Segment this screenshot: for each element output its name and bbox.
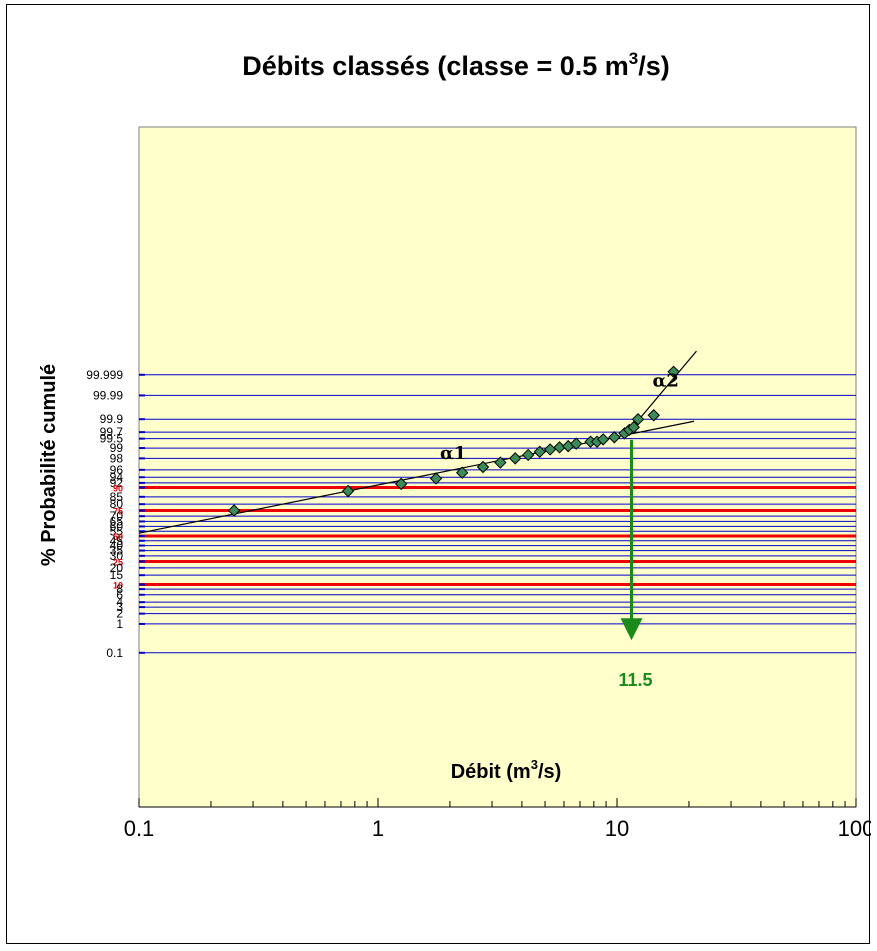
- y-tick-label: 98: [110, 451, 124, 465]
- y-tick-label: 0.1: [106, 646, 123, 660]
- y-tick-label: 90: [113, 484, 123, 494]
- y-tick-label: 40: [110, 539, 124, 553]
- y-tick-label: 96: [110, 463, 124, 477]
- fit-line-labels: α1 α2: [440, 371, 679, 464]
- data-point: [494, 456, 507, 469]
- y-tick-label: 60: [110, 519, 124, 533]
- chart-frame: Débits classés (classe = 0.5 m3/s) 11.5 …: [6, 4, 871, 944]
- data-point: [627, 420, 640, 434]
- y-tick-label: 45: [110, 534, 124, 548]
- y-tick-label: 2: [116, 607, 123, 621]
- x-axis-ticks: [138, 798, 857, 808]
- y-tick-label: 99.7: [100, 425, 124, 439]
- y-tick-label: 15: [110, 568, 124, 582]
- y-axis-title: % Probabilité cumulé: [38, 364, 60, 566]
- data-point: [341, 484, 355, 498]
- data-point: [608, 431, 621, 444]
- y-tick-label: 30: [110, 549, 124, 563]
- data-point: [227, 504, 241, 517]
- y-tick-label: 99: [110, 441, 124, 455]
- y-tick-label: 8: [116, 582, 123, 596]
- data-point: [667, 365, 680, 379]
- flow-annotation: 11.5: [618, 439, 653, 690]
- x-tick-label: 100: [838, 816, 871, 841]
- y-tick-label: 99.9: [100, 412, 124, 426]
- data-point: [476, 460, 490, 474]
- data-point: [631, 412, 645, 426]
- fit-line-label: α1: [440, 443, 466, 464]
- y-tick-label: 94: [110, 470, 124, 484]
- y-tick-label: 80: [110, 497, 124, 511]
- y-tick-label: 65: [110, 514, 124, 528]
- y-tick-label: 25: [113, 557, 123, 567]
- data-point: [429, 472, 443, 485]
- data-points: [227, 365, 680, 517]
- arrow-label: 11.5: [618, 670, 652, 690]
- y-tick-label: 50: [113, 532, 123, 542]
- x-tick-label: 1: [372, 816, 384, 841]
- plot-area: [138, 126, 857, 808]
- y-tick-label: 99.999: [86, 368, 123, 382]
- x-tick-labels: 0.1 1 10 100: [124, 816, 871, 841]
- y-tick-label: 99.99: [93, 388, 123, 402]
- chart-title: Débits classés (classe = 0.5 m3/s): [242, 49, 670, 81]
- y-tick-label: 75: [113, 507, 123, 517]
- data-point: [394, 477, 408, 491]
- x-tick-label: 0.1: [124, 816, 155, 841]
- y-tick-label: 70: [110, 509, 124, 523]
- y-tick-label: 99.5: [100, 432, 124, 446]
- data-point: [521, 448, 535, 462]
- data-point: [533, 445, 546, 459]
- data-point: [455, 466, 469, 479]
- fit-line-label: α2: [652, 371, 678, 392]
- y-tick-label: 1: [116, 617, 123, 631]
- data-point: [596, 433, 610, 446]
- y-tick-label: 35: [110, 544, 124, 558]
- y-tick-label: 10: [113, 580, 123, 590]
- data-point: [508, 452, 522, 465]
- y-tick-label: 4: [116, 595, 123, 609]
- y-tick-label: 3: [116, 600, 123, 614]
- y-tick-label: 85: [110, 490, 124, 504]
- y-tick-labels: 99.999 99.99 99.999.799.599989694929085807…: [86, 368, 123, 660]
- data-point: [569, 437, 583, 450]
- arrow-head: [620, 618, 643, 641]
- chart-svg: Débits classés (classe = 0.5 m3/s) 11.5 …: [38, 49, 871, 841]
- y-tick-label: 92: [110, 476, 124, 490]
- x-tick-label: 10: [605, 816, 629, 841]
- y-tick-label: 55: [110, 524, 124, 538]
- y-tick-label: 6: [116, 588, 123, 602]
- data-point: [647, 409, 660, 422]
- grid-lines: [139, 373, 856, 654]
- y-tick-label: 20: [110, 561, 124, 575]
- x-axis-title: Débit (m3/s): [451, 757, 562, 783]
- fit-line: [631, 350, 697, 429]
